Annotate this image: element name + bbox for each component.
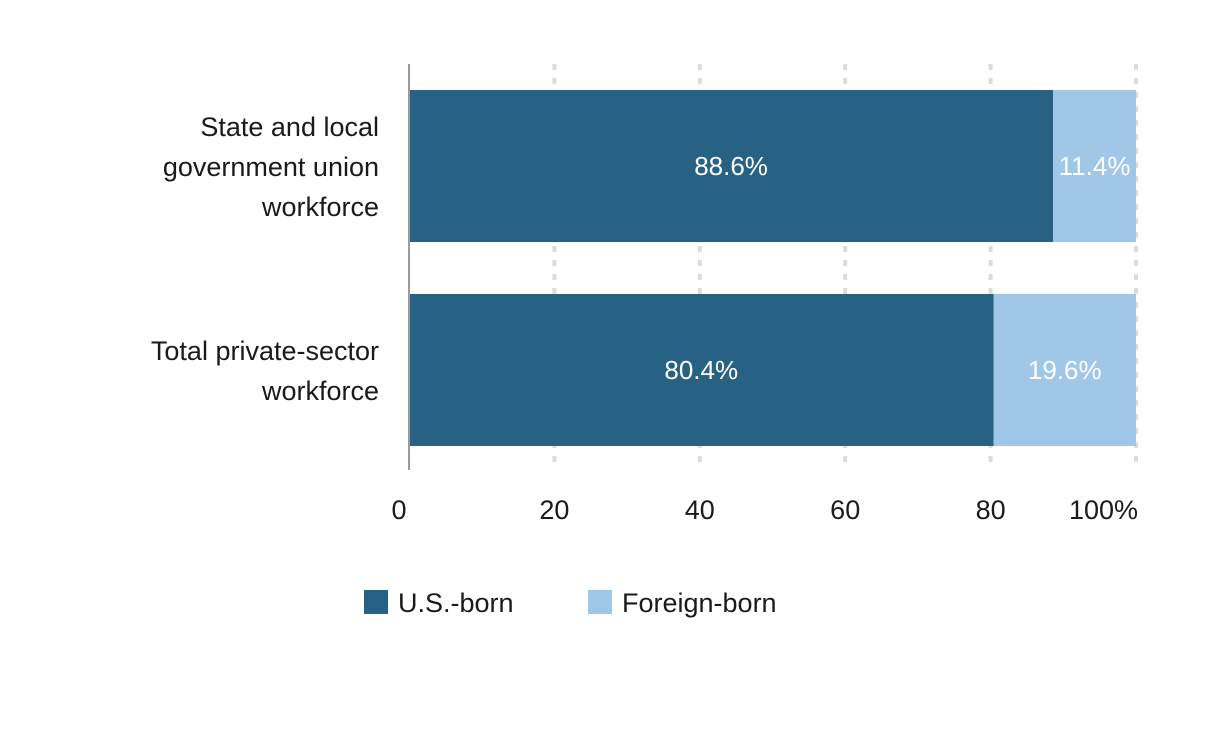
x-tick-label: 60 — [830, 495, 860, 525]
bar-foreign-born — [1053, 90, 1136, 242]
x-tick-label: 20 — [539, 495, 569, 525]
data-label: 80.4% — [664, 355, 738, 385]
category-label: workforce — [261, 376, 379, 406]
legend: U.S.-born Foreign-born — [364, 588, 777, 618]
data-label: 19.6% — [1028, 355, 1102, 385]
bar-us-born — [409, 294, 994, 446]
legend-swatch — [364, 590, 388, 614]
legend-swatch — [588, 590, 612, 614]
legend-label: Foreign-born — [622, 588, 777, 618]
data-label: 88.6% — [694, 151, 768, 181]
bars: 88.6% 11.4% 80.4% 19.6% — [409, 90, 1136, 446]
bar-us-born — [409, 90, 1054, 242]
category-label: government union — [163, 152, 379, 182]
legend-label: U.S.-born — [398, 588, 514, 618]
x-tick-label: 80 — [976, 495, 1006, 525]
bar-foreign-born — [993, 294, 1136, 446]
x-tick-label: 0 — [391, 495, 406, 525]
data-label: 11.4% — [1059, 151, 1131, 181]
category-labels: State and local government union workforce… — [151, 112, 379, 406]
x-tick-label: 100% — [1069, 495, 1138, 525]
category-label: Total private-sector — [151, 336, 379, 366]
category-label: workforce — [261, 192, 379, 222]
category-label: State and local — [200, 112, 379, 142]
x-axis-ticks: 0 20 40 60 80 100% — [391, 495, 1138, 525]
x-tick-label: 40 — [685, 495, 715, 525]
